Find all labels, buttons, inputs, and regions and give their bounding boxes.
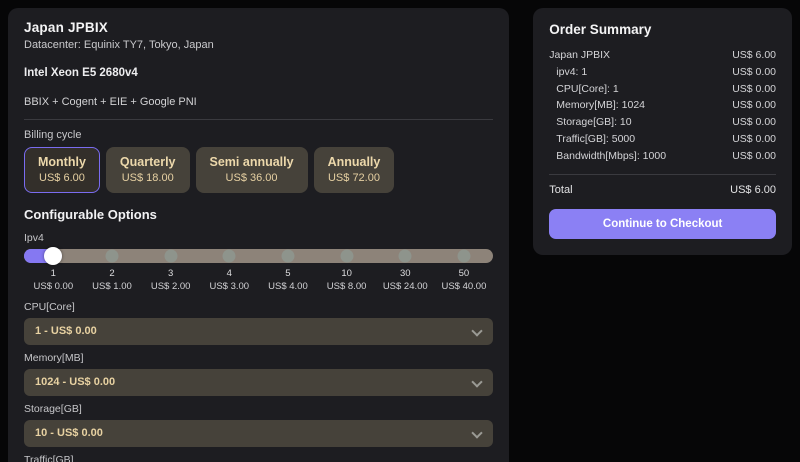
slider-tick[interactable]: [105, 249, 119, 263]
slider-tick[interactable]: [164, 249, 178, 263]
product-datacenter: Datacenter: Equinix TY7, Tokyo, Japan: [24, 39, 214, 51]
billing-option-price: US$ 36.00: [225, 172, 278, 184]
ipv4-stop-labels: 1 US$ 0.00 2 US$ 1.00 3 US$ 2.00 4 US$ 3.00 …: [24, 268, 493, 294]
option-ipv4: Ipv4 1 US$ 0.00 2 US$ 1.00 3 US$ 2.00 4 US$ …: [24, 232, 494, 294]
memory-selected-value: 1024 - US$ 0.00: [35, 376, 116, 389]
summary-label: Bandwidth[Mbps]: 1000: [556, 149, 667, 162]
slider-tick[interactable]: [281, 249, 295, 263]
ipv4-slider-thumb[interactable]: [44, 247, 63, 265]
option-storage: Storage[GB] 10 - US$ 0.00: [24, 402, 494, 447]
summary-label: Storage[GB]: 10: [556, 116, 632, 129]
summary-label: Japan JPBIX: [549, 49, 610, 61]
storage-selected-value: 10 - US$ 0.00: [35, 427, 103, 440]
memory-label: Memory[MB]: [24, 351, 84, 364]
billing-cycle-options: Monthly US$ 6.00 Quarterly US$ 18.00 Sem…: [24, 147, 493, 193]
memory-select[interactable]: 1024 - US$ 0.00: [24, 368, 494, 396]
summary-value: US$ 0.00: [732, 82, 776, 95]
option-cpu: CPU[Core] 1 - US$ 0.00: [24, 300, 494, 345]
stop-value: 3: [167, 268, 174, 279]
billing-option-name: Quarterly: [119, 155, 176, 169]
summary-row-ipv4: ipv4: 1 US$ 0.00: [549, 64, 776, 81]
stop-value: 2: [109, 268, 115, 279]
chevron-down-icon: [471, 375, 483, 388]
stop-value: 30: [399, 268, 411, 279]
stop-value: 1: [50, 268, 56, 279]
summary-value: US$ 6.00: [732, 49, 776, 61]
summary-row-bandwidth: Bandwidth[Mbps]: 1000 US$ 0.00: [549, 148, 776, 165]
summary-label: ipv4: 1: [556, 65, 588, 78]
ipv4-label: Ipv4: [24, 232, 44, 244]
configurable-options-heading: Configurable Options: [24, 207, 157, 222]
order-summary-card: Order Summary Japan JPBIX US$ 6.00 ipv4:…: [533, 8, 792, 255]
summary-total-row: Total US$ 6.00: [549, 184, 776, 196]
stop-price: US$ 3.00: [209, 280, 250, 292]
stop-price: US$ 2.00: [150, 280, 191, 292]
ipv4-slider[interactable]: [24, 247, 494, 265]
stop-price: US$ 24.00: [382, 280, 428, 292]
total-value: US$ 6.00: [730, 183, 776, 196]
stop-price: US$ 40.00: [441, 280, 487, 292]
storage-select[interactable]: 10 - US$ 0.00: [24, 419, 494, 447]
summary-value: US$ 0.00: [732, 116, 776, 129]
cpu-selected-value: 1 - US$ 0.00: [35, 325, 97, 338]
billing-option-price: US$ 6.00: [39, 172, 85, 184]
stop-price: US$ 8.00: [326, 280, 367, 292]
divider: [549, 173, 776, 175]
slider-tick[interactable]: [340, 249, 354, 263]
chevron-down-icon: [471, 324, 483, 337]
summary-value: US$ 0.00: [732, 132, 776, 145]
billing-option-price: US$ 18.00: [121, 172, 174, 184]
summary-row-traffic: Traffic[GB]: 5000 US$ 0.00: [549, 131, 776, 148]
continue-to-checkout-button[interactable]: Continue to Checkout: [549, 208, 776, 239]
billing-option-monthly[interactable]: Monthly US$ 6.00: [24, 147, 100, 193]
slider-tick[interactable]: [457, 249, 471, 263]
summary-label: Memory[MB]: 1024: [556, 99, 645, 112]
storage-label: Storage[GB]: [24, 402, 82, 415]
product-title: Japan JPBIX: [24, 20, 108, 35]
product-cpu-model: Intel Xeon E5 2680v4: [24, 67, 138, 79]
slider-tick[interactable]: [222, 249, 236, 263]
summary-label: CPU[Core]: 1: [556, 82, 619, 95]
summary-row-memory: Memory[MB]: 1024 US$ 0.00: [549, 97, 776, 114]
cpu-select[interactable]: 1 - US$ 0.00: [24, 317, 494, 345]
billing-option-name: Monthly: [38, 155, 86, 169]
chevron-down-icon: [471, 426, 483, 439]
product-network: BBIX + Cogent + EIE + Google PNI: [24, 96, 197, 108]
stop-value: 50: [458, 268, 470, 279]
billing-option-semi-annually[interactable]: Semi annually US$ 36.00: [195, 147, 308, 193]
option-memory: Memory[MB] 1024 - US$ 0.00: [24, 351, 494, 396]
billing-option-name: Annually: [327, 155, 381, 169]
summary-value: US$ 0.00: [732, 99, 776, 112]
billing-option-name: Semi annually: [209, 155, 294, 169]
billing-option-quarterly[interactable]: Quarterly US$ 18.00: [105, 147, 190, 193]
billing-option-price: US$ 72.00: [327, 172, 380, 184]
slider-tick[interactable]: [398, 249, 412, 263]
stop-price: US$ 4.00: [268, 280, 308, 292]
stop-price: US$ 0.00: [33, 280, 74, 292]
cpu-label: CPU[Core]: [24, 300, 75, 313]
stop-price: US$ 1.00: [92, 280, 132, 292]
divider: [24, 119, 494, 120]
summary-row-storage: Storage[GB]: 10 US$ 0.00: [549, 114, 776, 131]
stop-value: 4: [226, 268, 232, 279]
billing-cycle-label: Billing cycle: [24, 129, 82, 141]
summary-value: US$ 0.00: [732, 65, 776, 78]
summary-row-cpu: CPU[Core]: 1 US$ 0.00: [549, 81, 776, 98]
stop-value: 10: [341, 268, 352, 279]
traffic-label: Traffic[GB]: [24, 453, 74, 462]
total-label: Total: [549, 183, 573, 196]
order-summary-title: Order Summary: [549, 22, 652, 37]
summary-label: Traffic[GB]: 5000: [556, 132, 636, 145]
stop-value: 5: [285, 268, 291, 279]
summary-value: US$ 0.00: [732, 149, 776, 162]
summary-row-product: Japan JPBIX US$ 6.00: [549, 47, 776, 64]
product-config-card: Japan JPBIX Datacenter: Equinix TY7, Tok…: [8, 8, 510, 462]
billing-option-annually[interactable]: Annually US$ 72.00: [313, 147, 395, 193]
